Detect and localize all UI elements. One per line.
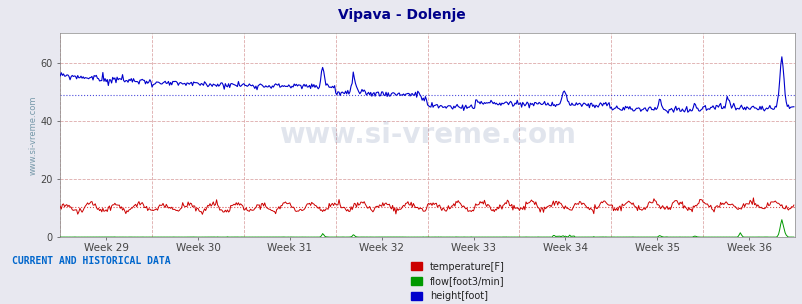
Text: Vipava - Dolenje: Vipava - Dolenje <box>337 8 465 22</box>
Text: CURRENT AND HISTORICAL DATA: CURRENT AND HISTORICAL DATA <box>12 257 171 267</box>
Legend: temperature[F], flow[foot3/min], height[foot]: temperature[F], flow[foot3/min], height[… <box>406 258 508 304</box>
Text: www.si-vreme.com: www.si-vreme.com <box>279 121 575 149</box>
Y-axis label: www.si-vreme.com: www.si-vreme.com <box>28 95 38 175</box>
